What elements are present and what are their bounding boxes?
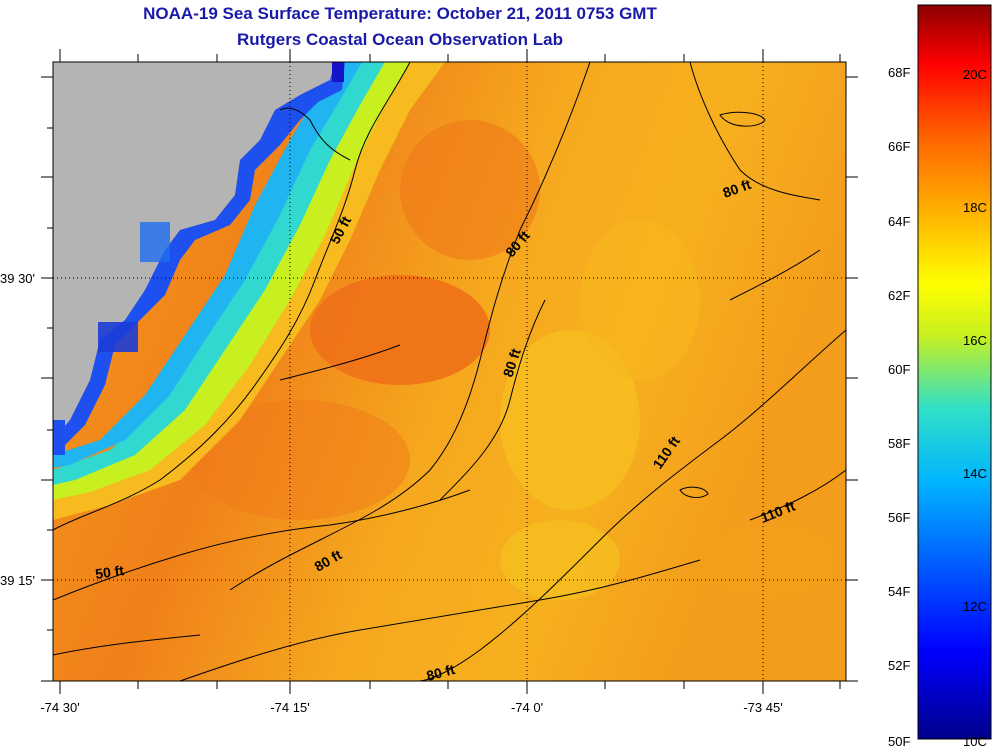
colorbar-f-label: 54F — [888, 584, 910, 599]
colorbar-f-label: 60F — [888, 362, 910, 377]
colorbar-f-label: 58F — [888, 436, 910, 451]
tick-marks — [41, 49, 858, 694]
colorbar-f-label: 50F — [888, 734, 910, 749]
lon-tick-label: -74 0' — [511, 700, 543, 715]
lon-tick-label: -74 15' — [270, 700, 309, 715]
colorbar-c-label: 18C — [963, 200, 987, 215]
lon-tick-label: -73 45' — [743, 700, 782, 715]
colorbar-f-label: 66F — [888, 139, 910, 154]
colorbar-f-label: 62F — [888, 288, 910, 303]
colorbar-f-label: 52F — [888, 658, 910, 673]
colorbar-f-label: 68F — [888, 65, 910, 80]
colorbar-f-label: 64F — [888, 214, 910, 229]
map-title: NOAA-19 Sea Surface Temperature: October… — [143, 4, 657, 23]
lat-tick-label: 39 15' — [0, 573, 35, 588]
colorbar-f-label: 56F — [888, 510, 910, 525]
lat-tick-label: 39 30' — [0, 271, 35, 286]
sst-field — [53, 62, 846, 681]
graticule — [53, 62, 846, 681]
contour-label: 50 ft — [94, 562, 125, 582]
bathymetry-contours — [53, 62, 846, 681]
map-frame — [52, 61, 847, 682]
colorbar-c-label: 10C — [963, 734, 987, 749]
colorbar-c-label: 12C — [963, 599, 987, 614]
contour-label: 80 ft — [425, 661, 457, 684]
lon-tick-label: -74 30' — [40, 700, 79, 715]
colorbar-c-label: 16C — [963, 333, 987, 348]
colorbar-c-label: 14C — [963, 466, 987, 481]
colorbar: 68F 66F 64F 62F 60F 58F 56F 54F 52F 50F … — [888, 4, 992, 749]
map-subtitle: Rutgers Coastal Ocean Observation Lab — [237, 30, 563, 49]
colorbar-c-label: 20C — [963, 67, 987, 82]
